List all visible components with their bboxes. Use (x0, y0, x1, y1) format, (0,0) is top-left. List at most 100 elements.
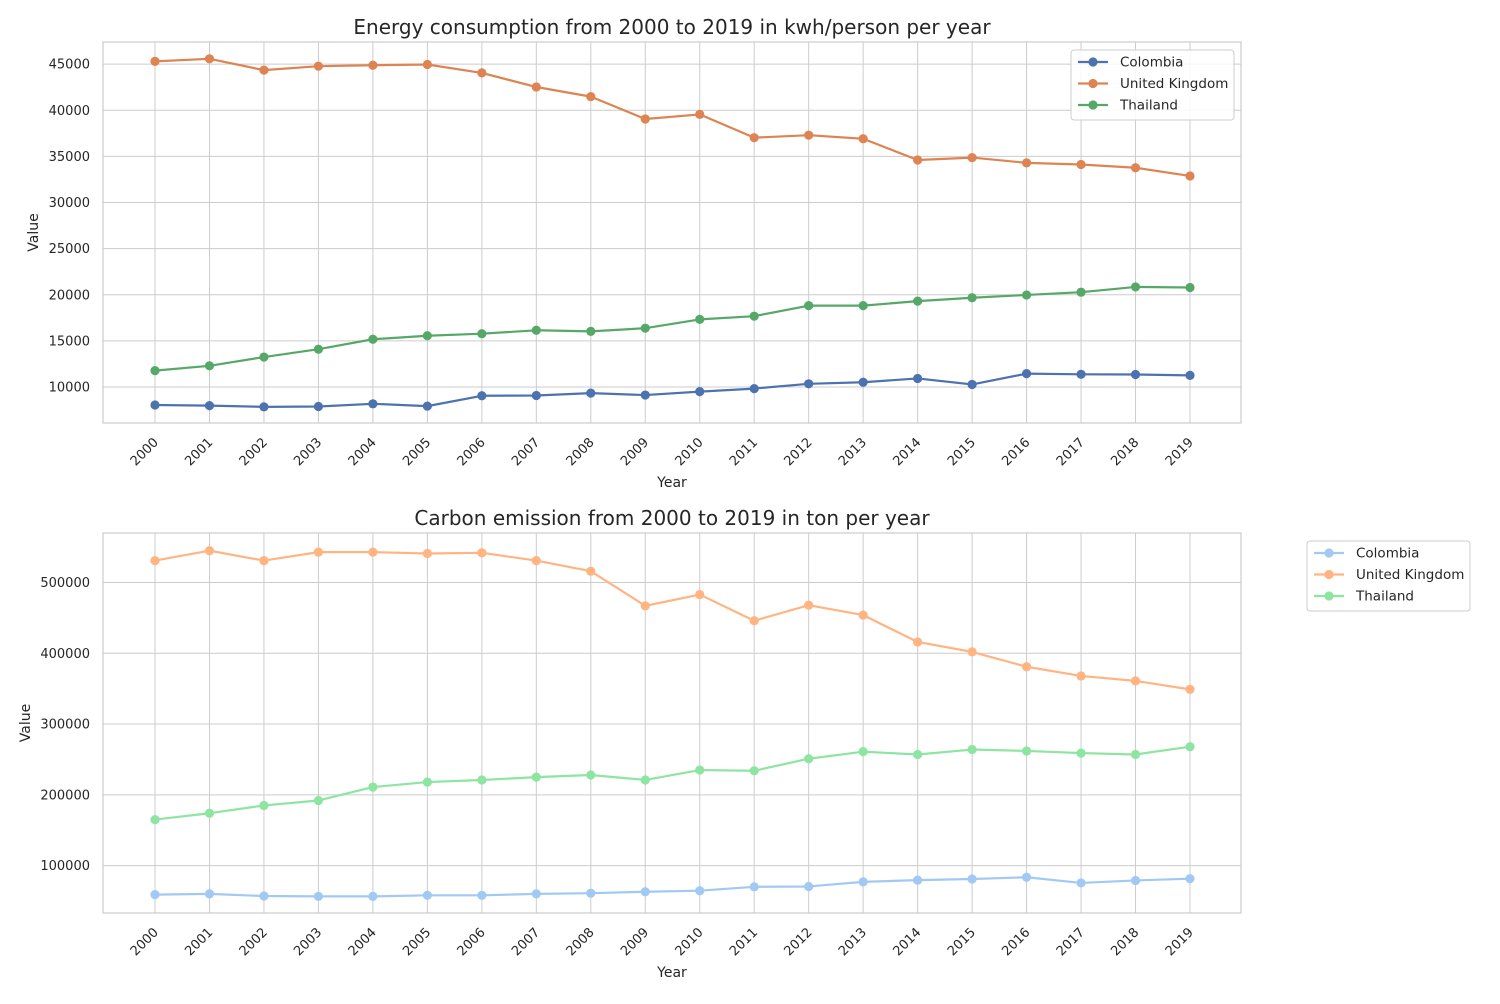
x-tick-label: 2006 (455, 435, 489, 469)
data-point (1076, 287, 1086, 297)
data-point (259, 402, 269, 412)
x-tick-label: 2018 (1108, 435, 1142, 469)
data-point (422, 548, 432, 559)
legend-item: Colombia (1314, 546, 1419, 562)
data-point (1021, 290, 1032, 300)
data-point (368, 547, 378, 557)
data-point (913, 373, 923, 384)
x-tick-label: 2002 (237, 435, 271, 469)
data-point (531, 772, 541, 782)
x-tick-label: 2009 (618, 435, 652, 469)
x-tick-label: 2003 (291, 925, 325, 959)
data-point (1185, 171, 1195, 181)
data-point (1185, 370, 1195, 380)
data-point (531, 889, 541, 899)
data-point (804, 130, 814, 140)
data-point (1185, 874, 1195, 884)
data-point (858, 747, 868, 757)
legend-label: United Kingdom (1120, 76, 1228, 92)
data-point (1185, 742, 1195, 752)
data-point (150, 366, 160, 376)
data-point (259, 555, 269, 566)
data-point (259, 891, 269, 901)
data-point (531, 555, 541, 566)
data-point (804, 600, 814, 610)
data-point (477, 775, 487, 785)
data-point (204, 401, 215, 411)
legend: Colombia United Kingdom Thailand (1306, 540, 1471, 612)
data-point (640, 114, 650, 124)
x-tick-label: 2010 (673, 435, 707, 469)
x-tick-label: 2012 (782, 435, 816, 469)
x-tick-label: 2006 (455, 925, 489, 959)
data-point (204, 889, 215, 899)
y-tick-label: 45000 (49, 58, 90, 73)
data-point (259, 352, 269, 362)
legend-marker (1088, 57, 1098, 67)
data-point (531, 325, 541, 335)
x-tick-label: 2019 (1163, 925, 1197, 959)
y-tick-label: 15000 (49, 334, 90, 349)
legend-marker (1324, 591, 1334, 601)
data-point (967, 647, 977, 657)
x-tick-label: 2002 (237, 925, 271, 959)
x-tick-label: 2010 (673, 925, 707, 959)
legend-box (1070, 49, 1235, 121)
legend-label: Colombia (1356, 546, 1419, 562)
legend-marker (1324, 569, 1334, 580)
data-point (967, 293, 977, 303)
chart-2: 2000 2001 2002 2003 2004 2005 2006 2007 2008 2009… (18, 506, 1471, 981)
data-point (422, 401, 432, 411)
data-point (858, 377, 868, 387)
x-tick-label: 2016 (999, 435, 1033, 469)
data-point (150, 814, 160, 825)
data-point (967, 874, 977, 884)
data-point (913, 296, 923, 306)
data-point (749, 133, 759, 143)
data-point (913, 155, 923, 165)
data-point (477, 890, 487, 900)
data-point (368, 334, 378, 344)
data-point (1076, 878, 1086, 888)
data-point (368, 60, 378, 70)
data-point (422, 777, 432, 787)
series-united-kingdom (150, 546, 1195, 694)
data-point (640, 887, 650, 897)
data-point (804, 301, 814, 311)
data-point (368, 399, 378, 409)
legend-item: Thailand (1078, 98, 1178, 114)
data-point (586, 566, 596, 576)
data-point (477, 548, 487, 558)
data-point (695, 886, 705, 896)
data-point (150, 890, 160, 900)
data-point (204, 54, 215, 64)
legend-item: United Kingdom (1078, 76, 1228, 92)
data-point (1130, 369, 1141, 380)
x-tick-label: 2001 (182, 435, 216, 469)
data-point (368, 891, 378, 901)
data-point (967, 379, 977, 390)
data-point (477, 391, 487, 401)
x-tick-label: 2005 (400, 925, 434, 959)
data-point (1021, 746, 1032, 756)
y-tick-label: 20000 (49, 288, 90, 303)
data-point (150, 56, 160, 66)
x-tick-label: 2000 (128, 925, 162, 959)
legend-marker (1088, 78, 1098, 89)
chart-title: Carbon emission from 2000 to 2019 in ton… (414, 506, 930, 530)
data-point (858, 301, 868, 311)
data-point (1185, 282, 1195, 293)
data-point (858, 610, 868, 620)
legend-label: Thailand (1355, 589, 1414, 605)
data-point (749, 882, 759, 892)
data-point (695, 109, 705, 120)
x-axis-label: Year (656, 475, 687, 491)
series-line (154, 57, 1191, 178)
data-point (1185, 684, 1195, 694)
series-thailand (150, 282, 1195, 376)
y-tick-label: 10000 (49, 381, 90, 396)
x-tick-label: 2009 (618, 925, 652, 959)
x-tick-label: 2004 (346, 925, 380, 959)
